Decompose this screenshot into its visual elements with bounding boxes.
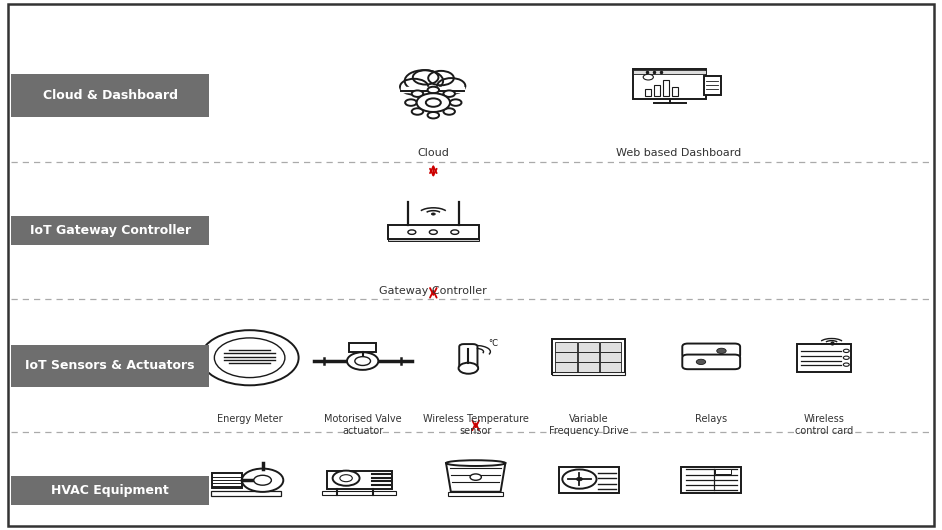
Circle shape: [355, 357, 370, 366]
Circle shape: [215, 338, 284, 377]
Bar: [552, 339, 625, 374]
FancyBboxPatch shape: [682, 355, 740, 369]
Text: HVAC Equipment: HVAC Equipment: [51, 484, 170, 497]
Circle shape: [253, 475, 271, 485]
Circle shape: [428, 87, 439, 93]
Circle shape: [431, 213, 435, 215]
Bar: [600, 363, 621, 372]
FancyBboxPatch shape: [460, 344, 478, 371]
FancyBboxPatch shape: [11, 74, 209, 117]
Bar: [559, 466, 619, 493]
Text: Wireless
control card: Wireless control card: [795, 414, 853, 436]
Bar: [552, 372, 625, 375]
Bar: [577, 363, 599, 372]
Bar: [633, 69, 706, 100]
Text: Cloud: Cloud: [417, 148, 449, 158]
Circle shape: [333, 471, 360, 486]
Circle shape: [451, 230, 459, 234]
FancyBboxPatch shape: [11, 216, 209, 245]
Circle shape: [696, 359, 706, 365]
Circle shape: [843, 349, 850, 352]
Circle shape: [562, 470, 596, 489]
Circle shape: [717, 348, 726, 354]
Bar: [388, 239, 479, 241]
Bar: [715, 469, 731, 474]
Circle shape: [643, 74, 654, 80]
Bar: [349, 342, 376, 352]
Circle shape: [444, 108, 455, 115]
Circle shape: [412, 108, 423, 115]
Circle shape: [201, 330, 299, 385]
Circle shape: [428, 112, 439, 118]
Bar: [556, 352, 577, 362]
Text: Energy Meter: Energy Meter: [217, 414, 283, 425]
Circle shape: [430, 230, 437, 234]
Circle shape: [843, 363, 850, 366]
Bar: [212, 473, 242, 488]
Circle shape: [347, 352, 379, 370]
FancyBboxPatch shape: [11, 344, 209, 387]
Circle shape: [242, 469, 284, 492]
Bar: [645, 90, 651, 96]
Bar: [633, 70, 706, 74]
Circle shape: [400, 79, 429, 95]
Bar: [211, 491, 281, 496]
Circle shape: [450, 99, 462, 106]
Circle shape: [843, 356, 850, 359]
Circle shape: [405, 99, 416, 106]
Text: Web based Dashboard: Web based Dashboard: [616, 148, 740, 158]
Bar: [681, 466, 741, 493]
Bar: [556, 363, 577, 372]
Text: IoT Gateway Controller: IoT Gateway Controller: [29, 224, 191, 237]
Bar: [328, 471, 392, 489]
Circle shape: [426, 99, 441, 107]
Bar: [577, 342, 599, 351]
Circle shape: [405, 70, 443, 92]
Ellipse shape: [447, 460, 505, 466]
Polygon shape: [447, 463, 505, 492]
Circle shape: [416, 93, 450, 112]
Circle shape: [577, 478, 582, 481]
Text: Gateway Controller: Gateway Controller: [380, 286, 487, 296]
Bar: [600, 342, 621, 351]
Text: IoT Sensors & Actuators: IoT Sensors & Actuators: [25, 359, 195, 372]
Bar: [556, 342, 577, 351]
Text: Motorised Valve
actuator: Motorised Valve actuator: [324, 414, 401, 436]
Bar: [322, 491, 396, 495]
Circle shape: [444, 91, 455, 97]
FancyBboxPatch shape: [682, 343, 740, 358]
Text: Relays: Relays: [695, 414, 727, 425]
Circle shape: [459, 363, 479, 374]
Circle shape: [429, 71, 454, 85]
Text: °C: °C: [488, 339, 498, 348]
Circle shape: [470, 474, 481, 480]
Bar: [600, 352, 621, 362]
Text: Wireless Temperature
sensor: Wireless Temperature sensor: [423, 414, 528, 436]
Bar: [663, 81, 669, 96]
Bar: [704, 76, 721, 95]
Text: Variable
Frequency Drive: Variable Frequency Drive: [549, 414, 628, 436]
Bar: [672, 87, 678, 96]
Circle shape: [437, 78, 465, 94]
Bar: [448, 492, 503, 496]
Text: Cloud & Dashboard: Cloud & Dashboard: [42, 89, 178, 102]
Circle shape: [408, 230, 415, 234]
Circle shape: [412, 91, 423, 97]
Circle shape: [340, 475, 352, 482]
Circle shape: [413, 70, 438, 85]
Bar: [797, 344, 852, 372]
Bar: [388, 225, 479, 239]
Bar: [654, 85, 660, 96]
Bar: [577, 352, 599, 362]
FancyBboxPatch shape: [11, 476, 209, 505]
